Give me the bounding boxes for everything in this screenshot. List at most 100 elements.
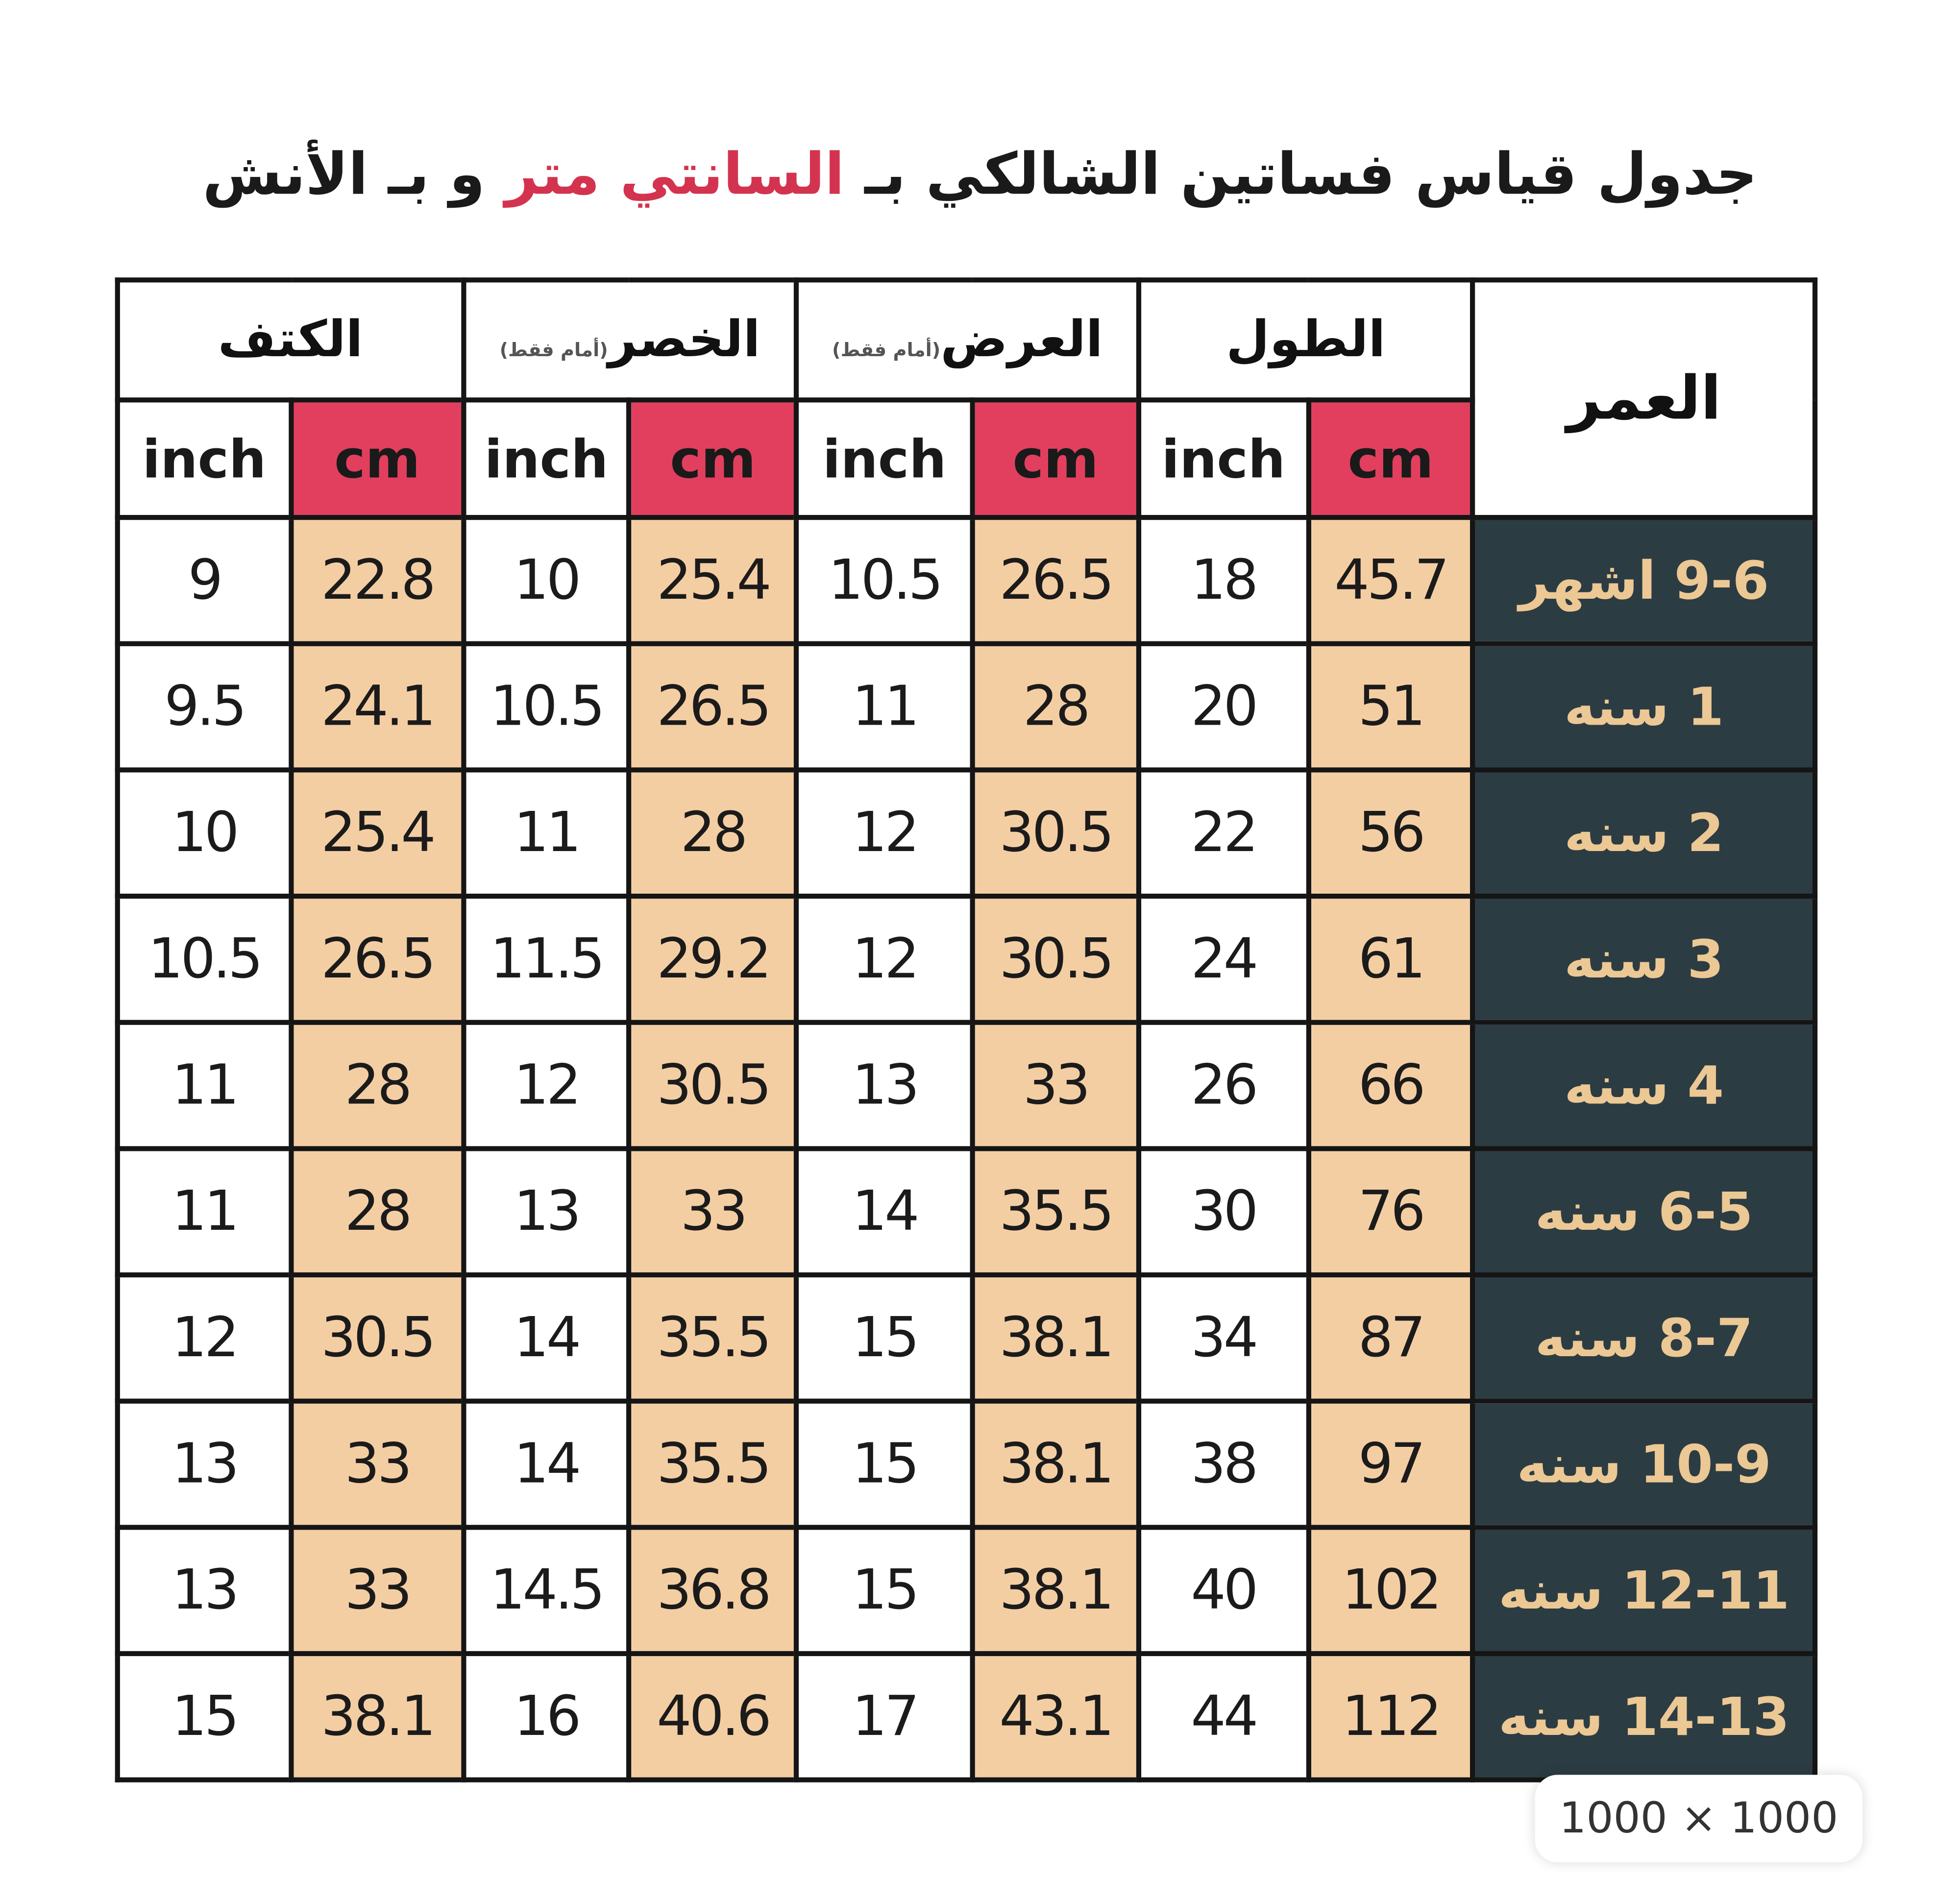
value-cell: 15 — [115, 1651, 294, 1782]
value-cell: 40 — [1136, 1525, 1311, 1657]
age-header: العمر — [1470, 277, 1818, 520]
group-header: الكتف — [115, 277, 466, 403]
value-cell: 112 — [1305, 1651, 1476, 1782]
value-cell: 15 — [794, 1398, 975, 1530]
value-cell: 26.5 — [627, 641, 799, 773]
value-cell: 61 — [1305, 893, 1476, 1025]
value-cell: 30 — [1136, 1146, 1311, 1278]
value-cell: 34 — [1136, 1272, 1311, 1404]
group-header: الخصر(أمام فقط) — [461, 277, 799, 403]
table-body: 9-6 اشهر 45.7 18 26.5 10.5 25.4 10 22.8 9 1 سنه 51… — [115, 515, 1818, 1782]
value-cell: 25.4 — [289, 767, 466, 899]
unit-header: cm — [970, 397, 1141, 520]
unit-header: inch — [794, 397, 975, 520]
value-cell: 28 — [627, 767, 799, 899]
value-cell: 24.1 — [289, 641, 466, 773]
value-cell: 26.5 — [289, 893, 466, 1025]
title-text: و بـ الأنش — [202, 140, 485, 208]
size-badge: 1000 × 1000 — [1535, 1775, 1862, 1862]
age-cell: 14-13 سنه — [1470, 1651, 1818, 1782]
value-cell: 20 — [1136, 641, 1311, 773]
value-cell: 9.5 — [115, 641, 294, 773]
unit-header: inch — [115, 397, 294, 520]
value-cell: 13 — [115, 1525, 294, 1657]
value-cell: 11 — [115, 1020, 294, 1151]
value-cell: 24 — [1136, 893, 1311, 1025]
value-cell: 13 — [115, 1398, 294, 1530]
value-cell: 28 — [289, 1146, 466, 1278]
value-cell: 30.5 — [970, 893, 1141, 1025]
value-cell: 12 — [461, 1020, 632, 1151]
unit-header: cm — [1305, 397, 1476, 520]
value-cell: 30.5 — [289, 1272, 466, 1404]
value-cell: 76 — [1305, 1146, 1476, 1278]
value-cell: 35.5 — [970, 1146, 1141, 1278]
value-cell: 12 — [794, 893, 975, 1025]
group-note: (أمام فقط) — [499, 339, 608, 362]
table-row: 6-5 سنه 76 30 35.5 14 33 13 28 11 — [115, 1146, 1818, 1278]
group-label: الكتف — [218, 311, 363, 369]
title-text: جدول قياس فساتين الشالكي بـ — [864, 140, 1758, 208]
value-cell: 30.5 — [627, 1020, 799, 1151]
value-cell: 25.4 — [627, 515, 799, 646]
value-cell: 17 — [794, 1651, 975, 1782]
value-cell: 14.5 — [461, 1525, 632, 1657]
value-cell: 51 — [1305, 641, 1476, 773]
size-table: العمر الطول العرض(أمام فقط) الخصر(أمام فقط… — [115, 277, 1818, 1782]
table-row: 8-7 سنه 87 34 38.1 15 35.5 14 30.5 12 — [115, 1272, 1818, 1404]
value-cell: 11 — [115, 1146, 294, 1278]
value-cell: 29.2 — [627, 893, 799, 1025]
age-cell: 1 سنه — [1470, 641, 1818, 773]
value-cell: 15 — [794, 1272, 975, 1404]
group-label: الخصر — [608, 311, 760, 369]
value-cell: 44 — [1136, 1651, 1311, 1782]
value-cell: 18 — [1136, 515, 1311, 646]
unit-header: cm — [627, 397, 799, 520]
value-cell: 87 — [1305, 1272, 1476, 1404]
value-cell: 33 — [627, 1146, 799, 1278]
value-cell: 38.1 — [970, 1525, 1141, 1657]
value-cell: 22.8 — [289, 515, 466, 646]
value-cell: 56 — [1305, 767, 1476, 899]
value-cell: 26.5 — [970, 515, 1141, 646]
unit-header: inch — [1136, 397, 1311, 520]
value-cell: 36.8 — [627, 1525, 799, 1657]
table-row: 9-6 اشهر 45.7 18 26.5 10.5 25.4 10 22.8 9 — [115, 515, 1818, 646]
group-label: العرض — [940, 311, 1103, 369]
unit-row: cm inch cm inch cm inch cm inch — [115, 397, 1815, 520]
value-cell: 38.1 — [970, 1272, 1141, 1404]
table-row: 4 سنه 66 26 33 13 30.5 12 28 11 — [115, 1020, 1818, 1151]
value-cell: 45.7 — [1305, 515, 1476, 646]
value-cell: 22 — [1136, 767, 1311, 899]
value-cell: 43.1 — [970, 1651, 1141, 1782]
value-cell: 12 — [794, 767, 975, 899]
value-cell: 33 — [289, 1525, 466, 1657]
value-cell: 16 — [461, 1651, 632, 1782]
table-row: 10-9 سنه 97 38 38.1 15 35.5 14 33 13 — [115, 1398, 1818, 1530]
value-cell: 14 — [461, 1398, 632, 1530]
unit-header: inch — [461, 397, 632, 520]
age-cell: 2 سنه — [1470, 767, 1818, 899]
value-cell: 12 — [115, 1272, 294, 1404]
value-cell: 10 — [115, 767, 294, 899]
title: جدول قياس فساتين الشالكي بـ السانتي متر … — [0, 140, 1960, 208]
value-cell: 26 — [1136, 1020, 1311, 1151]
value-cell: 40.6 — [627, 1651, 799, 1782]
value-cell: 28 — [289, 1020, 466, 1151]
value-cell: 13 — [794, 1020, 975, 1151]
age-cell: 10-9 سنه — [1470, 1398, 1818, 1530]
age-cell: 8-7 سنه — [1470, 1272, 1818, 1404]
value-cell: 102 — [1305, 1525, 1476, 1657]
value-cell: 11.5 — [461, 893, 632, 1025]
value-cell: 11 — [794, 641, 975, 773]
group-note: (أمام فقط) — [832, 339, 941, 362]
title-highlight: السانتي متر — [505, 140, 845, 208]
value-cell: 38.1 — [289, 1651, 466, 1782]
value-cell: 14 — [794, 1146, 975, 1278]
age-cell: 4 سنه — [1470, 1020, 1818, 1151]
value-cell: 38.1 — [970, 1398, 1141, 1530]
value-cell: 10.5 — [794, 515, 975, 646]
value-cell: 35.5 — [627, 1272, 799, 1404]
